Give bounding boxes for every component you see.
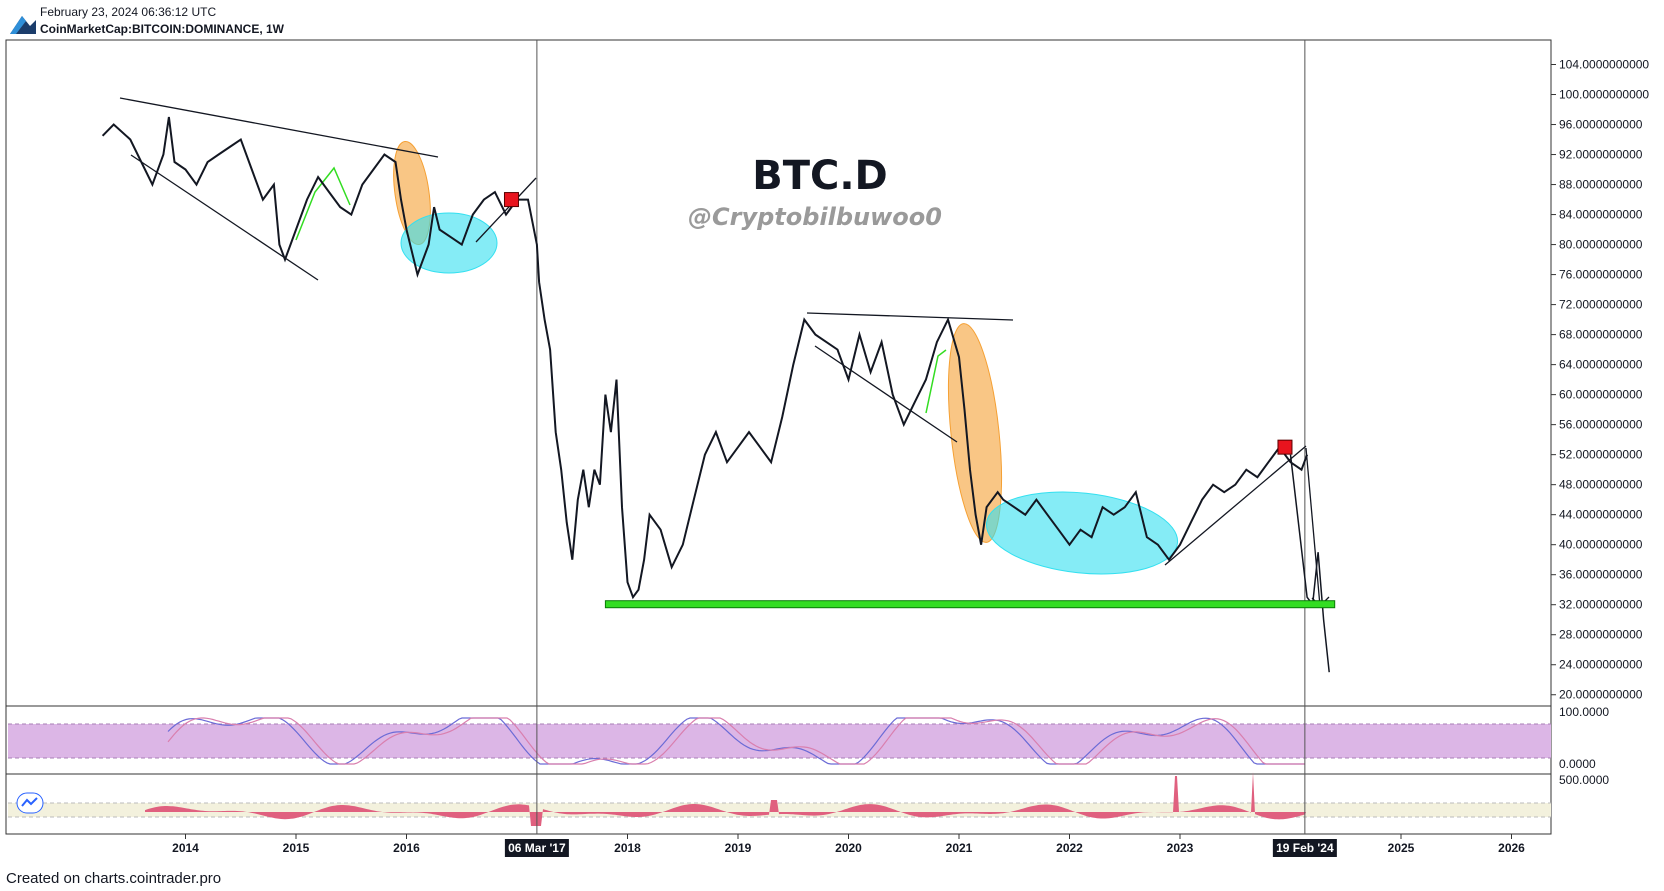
green-segment-2015 <box>295 166 351 241</box>
cyan-zone-2016 <box>400 212 498 274</box>
time-axis-highlights: 06 Mar '17 19 Feb '24 <box>504 839 1337 857</box>
price-tick-label: 96.0000000000 <box>1559 118 1643 132</box>
price-tick-label: 68.0000000000 <box>1559 328 1643 342</box>
indicator-settings-icon[interactable] <box>16 792 44 814</box>
marker-1 <box>503 192 519 208</box>
support-level-bar <box>604 600 1336 609</box>
time-highlight-label: 19 Feb '24 <box>1276 841 1334 855</box>
histogram-area <box>145 772 1306 826</box>
price-tick-label: 52.0000000000 <box>1559 448 1643 462</box>
time-tick-label: 2020 <box>835 841 862 855</box>
chart-title: BTC.D <box>752 153 888 199</box>
symbol-label: CoinMarketCap:BITCOIN:DOMINANCE, 1W <box>40 22 285 36</box>
watermark: @Cryptobilbuwoo0 <box>688 203 942 231</box>
trend-line-lower-2020 <box>814 345 958 443</box>
time-highlight-box <box>504 839 569 857</box>
price-tick-label: 84.0000000000 <box>1559 208 1643 222</box>
histogram-band <box>8 803 1551 817</box>
stochastic-k-line <box>167 717 1305 765</box>
green-segment-2020 <box>925 349 947 414</box>
price-tick-label: 32.0000000000 <box>1559 598 1643 612</box>
time-tick-label: 2019 <box>725 841 752 855</box>
footer-credit: Created on charts.cointrader.pro <box>6 870 222 887</box>
trend-line-breakout-2016 <box>475 177 537 243</box>
trend-lines <box>119 97 1330 607</box>
stoch-tick-label: 100.0000 <box>1559 705 1609 719</box>
time-tick-label: 2026 <box>1498 841 1525 855</box>
stoch-tick-label: 0.0000 <box>1559 757 1596 771</box>
price-tick-label: 48.0000000000 <box>1559 478 1643 492</box>
price-tick-label: 40.0000000000 <box>1559 538 1643 552</box>
time-tick-label: 2015 <box>283 841 310 855</box>
time-tick-label: 2016 <box>393 841 420 855</box>
time-tick-label: 2018 <box>614 841 641 855</box>
price-tick-label: 60.0000000000 <box>1559 388 1643 402</box>
cyan-zone-2022 <box>985 491 1179 575</box>
projection-line <box>1289 454 1330 673</box>
price-tick-label: 28.0000000000 <box>1559 628 1643 642</box>
price-tick-label: 100.0000000000 <box>1559 88 1649 102</box>
stochastic-axis: 100.0000 0.0000 <box>1559 705 1609 771</box>
trend-line-upper-2020 <box>806 312 1014 321</box>
time-tick-label: 2022 <box>1056 841 1083 855</box>
time-tick-label: 2025 <box>1388 841 1415 855</box>
price-tick-label: 20.0000000000 <box>1559 688 1643 702</box>
stochastic-band <box>8 724 1551 758</box>
markers <box>503 192 1293 455</box>
histogram-axis: 500.0000 <box>1559 773 1609 787</box>
price-tick-label: 64.0000000000 <box>1559 358 1643 372</box>
price-tick-label: 92.0000000000 <box>1559 148 1643 162</box>
time-highlight-label: 06 Mar '17 <box>508 841 566 855</box>
price-tick-label: 44.0000000000 <box>1559 508 1643 522</box>
trend-line-recovery-2023 <box>1164 445 1307 566</box>
chart-canvas[interactable]: BTC.D @Cryptobilbuwoo0 104.0000000000 100… <box>0 0 1664 870</box>
green-segments <box>295 166 947 414</box>
cointrader-logo-icon <box>8 6 38 36</box>
time-highlight-box <box>1272 839 1337 857</box>
price-tick-label: 36.0000000000 <box>1559 568 1643 582</box>
arrow-down-projection <box>1305 447 1321 607</box>
price-tick-label: 72.0000000000 <box>1559 298 1643 312</box>
price-tick-label: 76.0000000000 <box>1559 268 1643 282</box>
time-tick-label: 2021 <box>946 841 973 855</box>
hist-tick-label: 500.0000 <box>1559 773 1609 787</box>
price-tick-label: 80.0000000000 <box>1559 238 1643 252</box>
marker-2 <box>1277 439 1293 455</box>
price-tick-label: 104.0000000000 <box>1559 58 1649 72</box>
price-tick-label: 24.0000000000 <box>1559 658 1643 672</box>
price-axis: 104.0000000000 100.0000000000 96.000000000… <box>1551 58 1649 702</box>
snapshot-datetime: February 23, 2024 06:36:12 UTC <box>40 5 217 19</box>
price-tick-label: 56.0000000000 <box>1559 418 1643 432</box>
time-tick-label: 2014 <box>172 841 199 855</box>
chart-header: February 23, 2024 06:36:12 UTC CoinMarke… <box>0 0 1664 40</box>
time-tick-label: 2023 <box>1167 841 1194 855</box>
trend-line-lower-2014 <box>130 154 319 281</box>
stochastic-d-line <box>167 717 1305 765</box>
price-tick-label: 88.0000000000 <box>1559 178 1643 192</box>
btc-dominance-line <box>101 116 1309 600</box>
trend-line-upper-2014 <box>119 97 439 158</box>
time-axis: 2014 2015 2016 2018 2019 2020 2021 2022 2023 2025… <box>172 834 1525 855</box>
